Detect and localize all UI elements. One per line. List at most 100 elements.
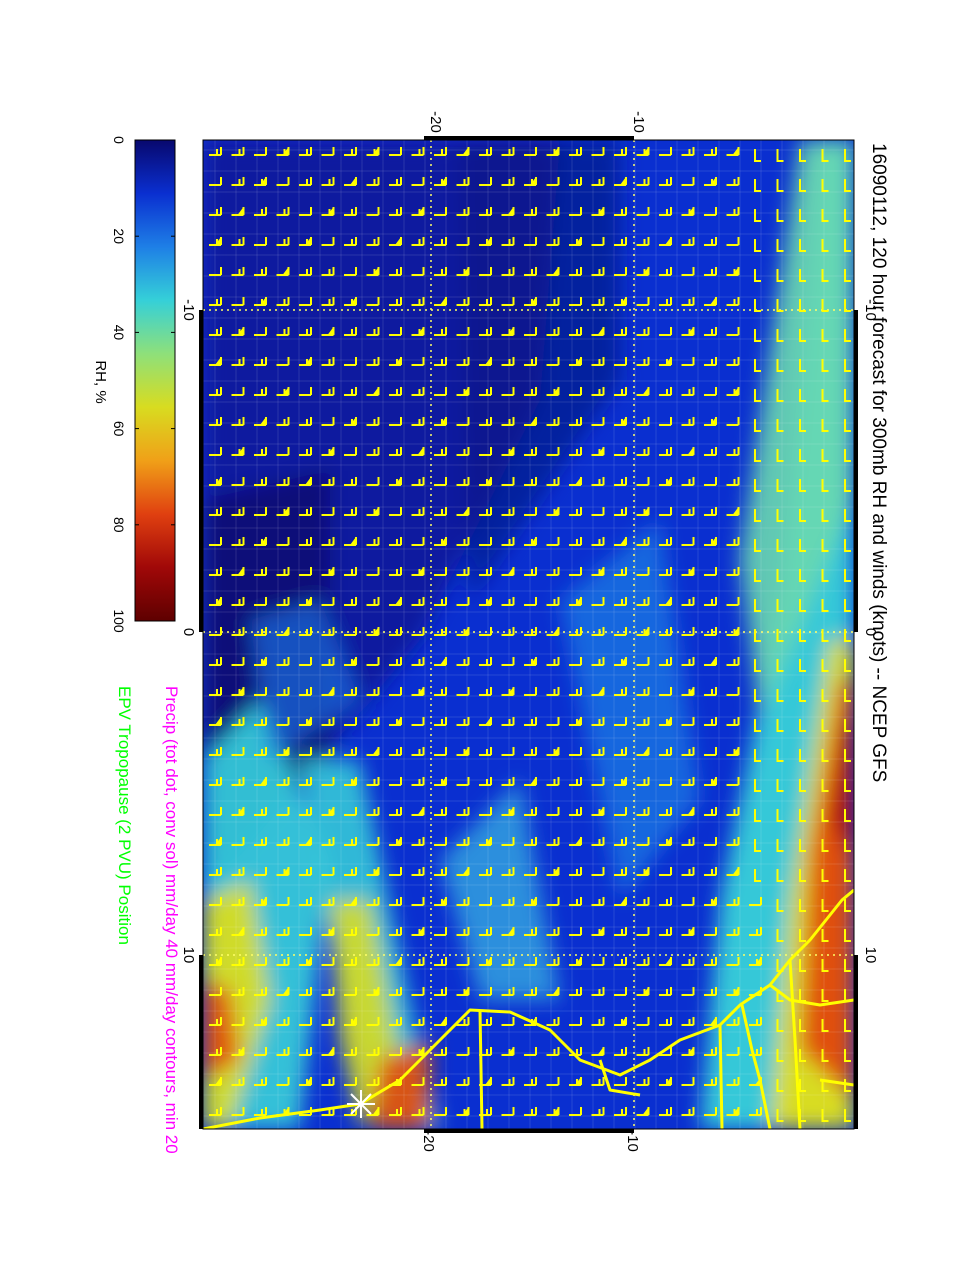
wind-barb	[569, 267, 582, 276]
wind-barb	[479, 837, 492, 846]
wind-barb	[456, 987, 470, 996]
wind-barb	[636, 717, 650, 726]
wind-barb	[704, 1107, 717, 1116]
wind-barb	[776, 509, 784, 522]
colorbar-gradient	[135, 140, 175, 621]
wind-barb	[456, 267, 470, 276]
wind-barb	[456, 687, 470, 696]
wind-barb	[254, 1047, 267, 1056]
wind-barb	[681, 627, 695, 636]
wind-barb	[591, 777, 605, 786]
wind-barb	[844, 629, 851, 642]
wind-barb	[776, 329, 784, 342]
wind-barb	[276, 717, 290, 726]
wind-barb	[434, 417, 447, 426]
wind-barb	[681, 147, 695, 156]
wind-barb	[366, 987, 380, 996]
wind-barb	[659, 1017, 672, 1026]
wind-barb	[231, 447, 245, 456]
wind-barb	[299, 537, 312, 546]
wind-barb	[749, 897, 762, 906]
wind-barb	[546, 987, 560, 996]
wind-barb	[704, 717, 717, 726]
wind-barb	[821, 239, 829, 252]
wind-barb	[726, 177, 740, 186]
wind-barb	[844, 239, 851, 252]
wind-barb	[411, 177, 425, 186]
wind-barb	[614, 357, 627, 366]
wind-barb	[681, 477, 695, 486]
wind-barb	[524, 387, 537, 396]
wind-barb	[726, 807, 740, 816]
wind-barb	[754, 419, 761, 432]
wind-barb	[776, 869, 784, 882]
wind-barb	[389, 177, 402, 186]
wind-barb	[411, 987, 425, 996]
wind-barb	[321, 147, 335, 156]
wind-barb	[636, 327, 650, 336]
wind-barb	[456, 567, 470, 576]
wind-barb	[479, 747, 492, 756]
wind-barb	[479, 717, 492, 726]
wind-barb	[479, 897, 492, 906]
wind-barb	[569, 597, 582, 606]
wind-barb	[569, 627, 582, 636]
wind-barb	[591, 657, 605, 666]
wind-barb	[276, 747, 290, 756]
wind-barb	[591, 297, 605, 306]
wind-barb	[776, 809, 784, 822]
wind-barb	[434, 717, 447, 726]
wind-barb	[524, 687, 537, 696]
left-tick-label: 0	[180, 628, 197, 636]
wind-barb	[456, 237, 470, 246]
wind-barb	[209, 627, 222, 636]
wind-barb	[821, 419, 829, 432]
wind-barb	[209, 537, 222, 546]
wind-barb	[299, 357, 312, 366]
wind-barb	[821, 299, 829, 312]
wind-barb	[704, 597, 717, 606]
wind-barb	[726, 777, 740, 786]
wind-barb	[636, 1047, 650, 1056]
wind-barb	[524, 417, 537, 426]
wind-barb	[276, 477, 290, 486]
wind-barb	[659, 357, 672, 366]
left-tick-label: 10	[180, 947, 197, 964]
wind-barb	[726, 477, 740, 486]
bottom-tick-label: -10	[624, 1130, 641, 1152]
wind-barb	[299, 867, 312, 876]
wind-barb	[799, 779, 806, 792]
wind-barb	[321, 327, 335, 336]
wind-barb	[614, 537, 627, 546]
wind-barb	[546, 1077, 560, 1086]
wind-barb	[479, 687, 492, 696]
top-tick-label: -20	[427, 111, 444, 133]
wind-barb	[299, 747, 312, 756]
wind-barb	[276, 267, 290, 276]
wind-barb	[591, 267, 605, 276]
wind-barb	[546, 297, 560, 306]
wind-barb	[569, 897, 582, 906]
wind-barb	[321, 447, 335, 456]
wind-barb	[546, 387, 560, 396]
wind-barb	[209, 777, 222, 786]
wind-barb	[479, 867, 492, 876]
wind-barb	[726, 1107, 740, 1116]
wind-barb	[614, 447, 627, 456]
wind-barb	[704, 267, 717, 276]
wind-barb	[411, 447, 425, 456]
wind-barb	[209, 1047, 222, 1056]
wind-barb	[366, 357, 380, 366]
wind-barb	[366, 387, 380, 396]
wind-barb	[299, 267, 312, 276]
wind-barb	[659, 177, 672, 186]
wind-barb	[546, 687, 560, 696]
wind-barb	[231, 387, 245, 396]
wind-barb	[501, 687, 515, 696]
wind-barb	[231, 657, 245, 666]
wind-barb	[591, 507, 605, 516]
wind-barb	[681, 897, 695, 906]
wind-barb	[844, 809, 851, 822]
wind-barb	[254, 837, 267, 846]
wind-barb	[776, 929, 784, 942]
